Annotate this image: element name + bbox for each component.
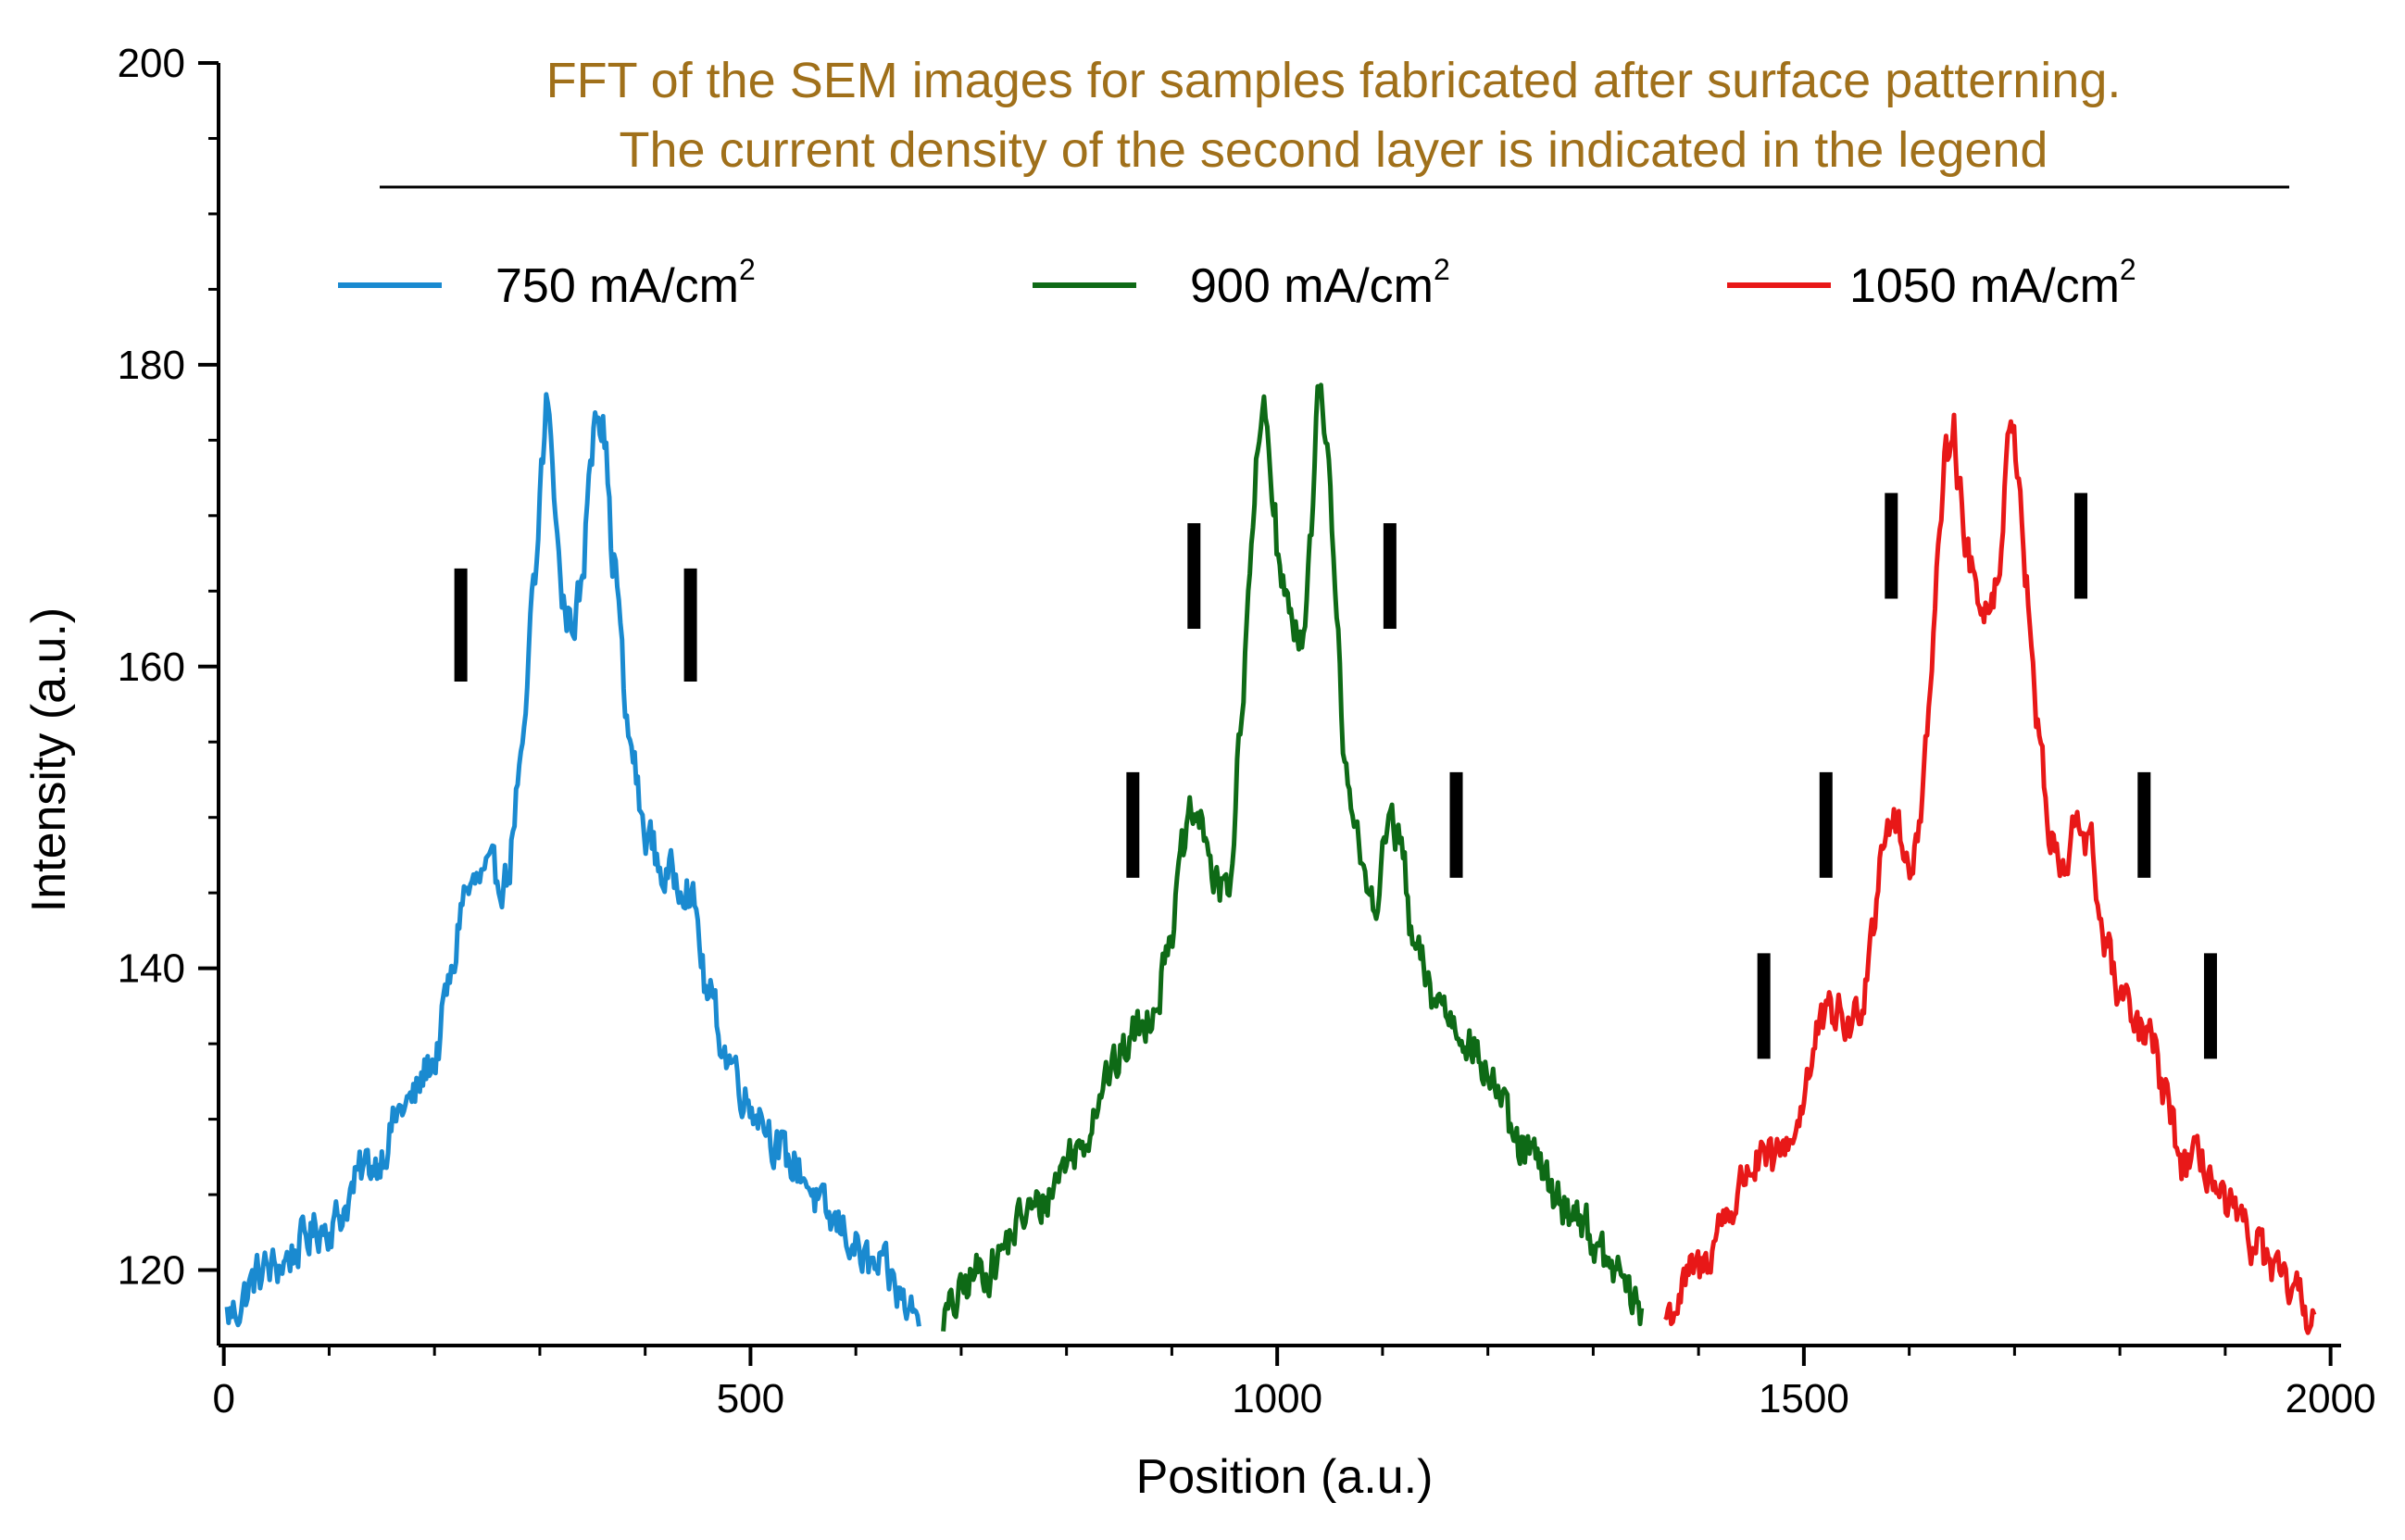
y-tick-label: 180 bbox=[118, 343, 185, 388]
legend-label: 900 mA/cm2 bbox=[1190, 253, 1450, 313]
x-tick-label: 1500 bbox=[1759, 1376, 1849, 1421]
series-line bbox=[224, 392, 921, 1328]
legend-label-superscript: 2 bbox=[2120, 253, 2136, 286]
chart-title-line-1: FFT of the SEM images for samples fabric… bbox=[546, 53, 2122, 108]
y-tick-label: 200 bbox=[118, 41, 185, 86]
x-tick-label: 2000 bbox=[2286, 1376, 2376, 1421]
y-tick-label: 120 bbox=[118, 1248, 185, 1294]
x-axis-title: Position (a.u.) bbox=[1136, 1450, 1434, 1504]
chart-title-line-2: The current density of the second layer … bbox=[620, 122, 2048, 178]
legend-label-superscript: 2 bbox=[1434, 253, 1450, 286]
legend-label: 750 mA/cm2 bbox=[495, 253, 756, 313]
chart-title: FFT of the SEM images for samples fabric… bbox=[380, 53, 2289, 189]
series-layer bbox=[224, 382, 2317, 1335]
legend-label-superscript: 2 bbox=[739, 253, 756, 286]
peak-markers bbox=[454, 493, 2217, 1059]
y-tick-label: 160 bbox=[118, 645, 185, 690]
legend: 750 mA/cm2 900 mA/cm2 1050 mA/cm2 bbox=[338, 253, 2136, 313]
x-tick-label: 1000 bbox=[1232, 1376, 1322, 1421]
series-line bbox=[1663, 412, 2317, 1335]
x-tick-label: 0 bbox=[212, 1376, 234, 1421]
y-axis-title: Intensity (a.u.) bbox=[22, 607, 76, 912]
x-tick-label: 500 bbox=[717, 1376, 784, 1421]
legend-label: 1050 mA/cm2 bbox=[1849, 253, 2136, 313]
y-tick-label: 140 bbox=[118, 946, 185, 992]
series-line bbox=[941, 382, 1645, 1332]
